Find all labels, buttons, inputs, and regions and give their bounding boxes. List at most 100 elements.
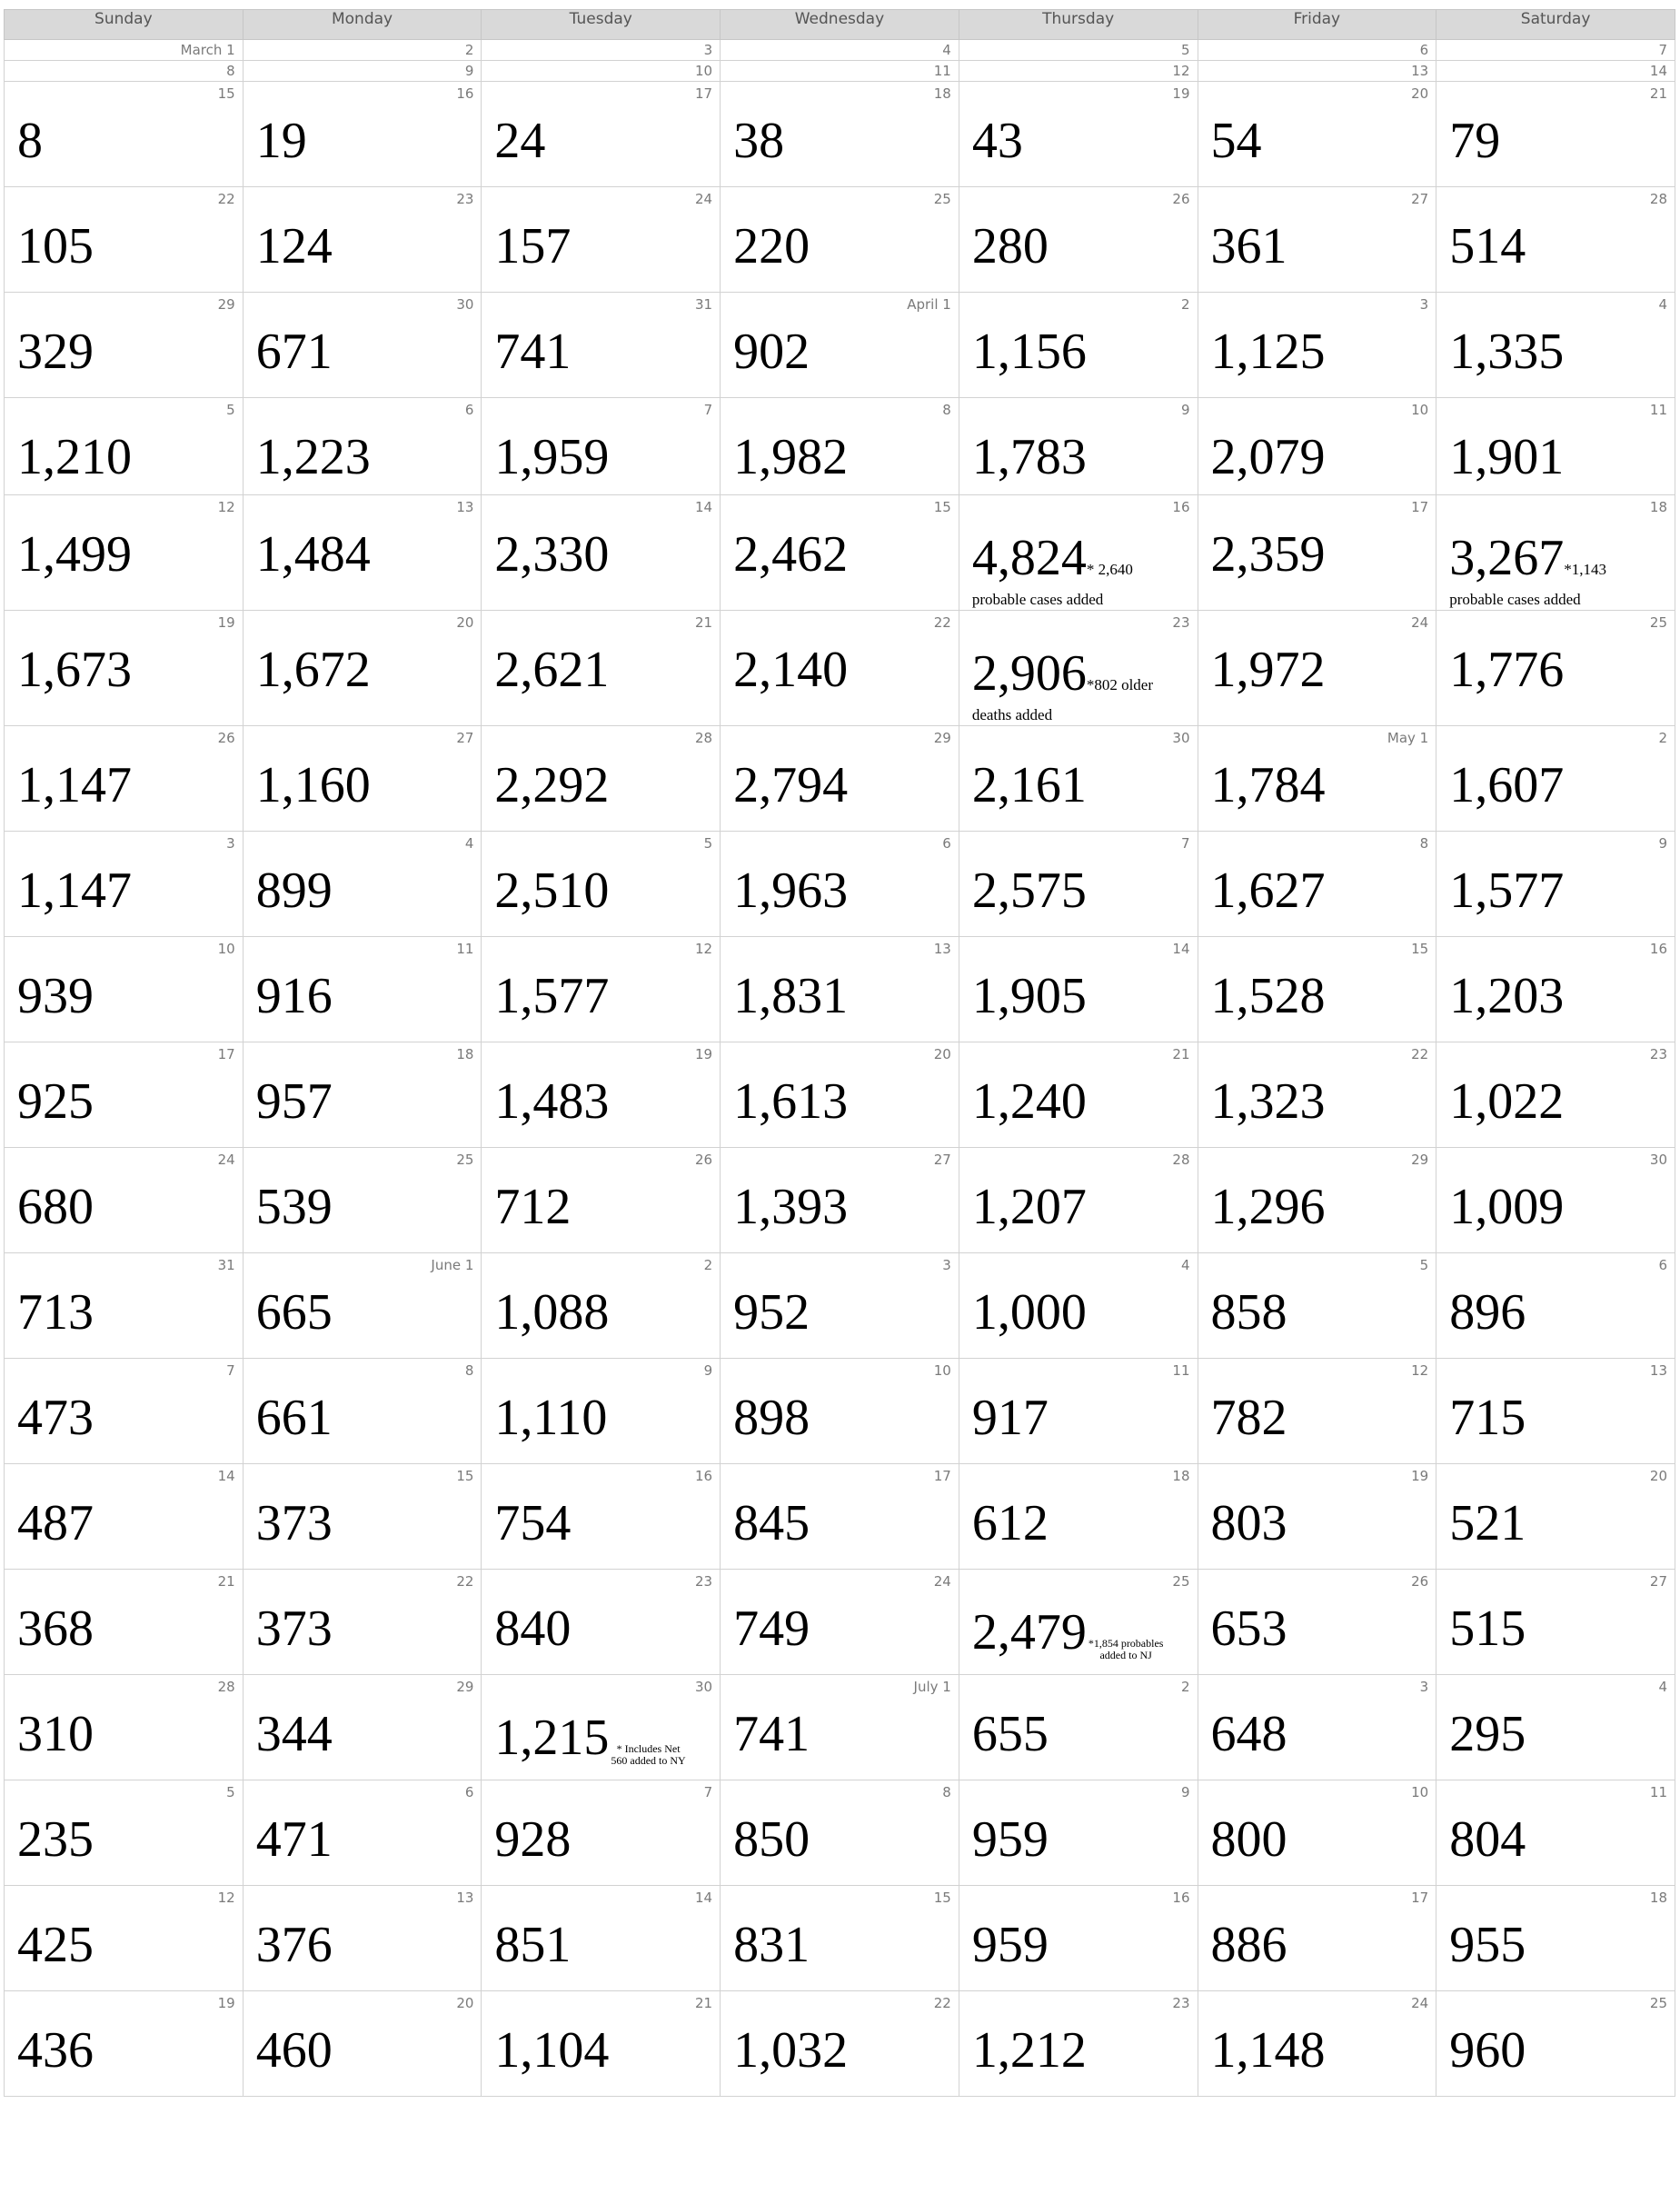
day-cell: May 1 1,784 — [1197, 725, 1437, 832]
daily-count: 831 — [733, 1917, 810, 1973]
daily-count: 124 — [255, 218, 333, 274]
day-number: 6 — [464, 402, 474, 418]
week-row: 29 329 30 671 31 741 April 1 902 2 1,156 3 1,125 4 1,… — [4, 292, 1675, 398]
count-note: probable cases added — [1449, 591, 1581, 608]
day-cell: 25 539 — [242, 1147, 482, 1253]
weekday-header: Tuesday — [481, 9, 721, 40]
weekday-header: Thursday — [958, 9, 1198, 40]
week-row: 7 473 8 661 9 1,110 10 898 11 917 12 782 13 715 — [4, 1358, 1675, 1464]
day-number: 22 — [1411, 1046, 1429, 1062]
daily-count: 840 — [494, 1601, 572, 1657]
day-cell: 10 898 — [720, 1358, 959, 1464]
day-number: 18 — [456, 1046, 474, 1062]
day-cell: 23 124 — [242, 186, 482, 293]
day-cell: April 1 902 — [720, 292, 959, 398]
weekday-header-row: Sunday Monday Tuesday Wednesday Thursday… — [4, 9, 1675, 40]
day-number: 31 — [217, 1257, 235, 1273]
day-number: 2 — [703, 1257, 713, 1273]
day-number: 16 — [695, 1468, 713, 1484]
day-cell: 30 2,161 — [958, 725, 1198, 832]
daily-count: 436 — [17, 2022, 94, 2079]
day-number: 7 — [226, 1362, 235, 1379]
day-number: 12 — [695, 941, 713, 957]
day-number: 30 — [1172, 730, 1190, 746]
week-row: 12 1,499 13 1,484 14 2,330 15 2,462 16 4,824* 2,6… — [4, 494, 1675, 611]
day-number: 27 — [1411, 191, 1429, 207]
day-cell: 22 373 — [242, 1569, 482, 1675]
day-cell: 21 1,104 — [481, 1990, 721, 2097]
day-cell: 31 713 — [4, 1252, 244, 1359]
week-row: 19 1,673 20 1,672 21 2,621 22 2,140 23 2,906*802 … — [4, 610, 1675, 726]
daily-count: 2,359 — [1210, 526, 1326, 583]
day-cell: 17 886 — [1197, 1885, 1437, 1991]
day-cell: 3 952 — [720, 1252, 959, 1359]
day-cell: 29 1,296 — [1197, 1147, 1437, 1253]
daily-count: 1,905 — [971, 968, 1087, 1024]
daily-count: 1,484 — [255, 526, 371, 583]
daily-count: 2,462 — [733, 526, 849, 583]
day-cell: 30 671 — [242, 292, 482, 398]
daily-count: 24 — [494, 113, 546, 169]
day-number: 29 — [933, 730, 951, 746]
day-number: 23 — [695, 1573, 713, 1590]
day-number: 5 — [226, 1784, 235, 1800]
daily-count: 1,483 — [494, 1073, 610, 1130]
day-number: 4 — [1658, 296, 1667, 313]
daily-count: 1,499 — [17, 526, 132, 583]
day-cell: 22 1,032 — [720, 1990, 959, 2097]
day-cell: 25 220 — [720, 186, 959, 293]
day-cell: 13 1,484 — [242, 494, 482, 611]
daily-count: 800 — [1210, 1811, 1287, 1868]
day-cell: 11 804 — [1436, 1780, 1675, 1886]
day-number: 27 — [1649, 1573, 1667, 1590]
day-number: 20 — [456, 614, 474, 631]
day-cell: 7 473 — [4, 1358, 244, 1464]
daily-count: 665 — [255, 1284, 333, 1341]
day-cell: 22 2,140 — [720, 610, 959, 726]
week-row: 22 105 23 124 24 157 25 220 26 280 27 361 28 514 — [4, 186, 1675, 293]
daily-count: 373 — [255, 1601, 333, 1657]
day-number: 8 — [942, 402, 951, 418]
day-number: 8 — [1419, 835, 1429, 852]
day-number: 21 — [1172, 1046, 1190, 1062]
day-cell: 17 925 — [4, 1042, 244, 1148]
day-cell: 24 680 — [4, 1147, 244, 1253]
daily-count: 220 — [733, 218, 810, 274]
daily-count: 3,267 — [1449, 530, 1565, 586]
daily-count: 2,292 — [494, 757, 610, 813]
day-number: 29 — [1411, 1152, 1429, 1168]
count-note-line: * Includes Net — [616, 1742, 681, 1755]
day-cell: 10 2,079 — [1197, 397, 1437, 495]
day-number: 28 — [695, 730, 713, 746]
daily-count: 899 — [255, 863, 333, 919]
daily-count: 425 — [17, 1917, 94, 1973]
day-number: 22 — [456, 1573, 474, 1590]
day-number: 7 — [1658, 42, 1667, 58]
day-cell: 29 344 — [242, 1674, 482, 1780]
daily-count: 521 — [1449, 1495, 1526, 1551]
count-note: * 2,640 — [1086, 561, 1133, 578]
daily-count: 612 — [971, 1495, 1049, 1551]
day-cell: 26 280 — [958, 186, 1198, 293]
day-number: 31 — [695, 296, 713, 313]
day-cell: 27 1,160 — [242, 725, 482, 832]
day-number: 2 — [464, 42, 474, 58]
day-cell: 21 368 — [4, 1569, 244, 1675]
day-cell: 16 19 — [242, 81, 482, 187]
daily-count: 4,824 — [971, 530, 1087, 586]
daily-count: 373 — [255, 1495, 333, 1551]
day-number: 13 — [1411, 63, 1429, 79]
daily-count: 955 — [1449, 1917, 1526, 1973]
day-cell: 9 959 — [958, 1780, 1198, 1886]
daily-count: 361 — [1210, 218, 1287, 274]
day-cell: 21 1,240 — [958, 1042, 1198, 1148]
day-number: 4 — [1658, 1679, 1667, 1695]
daily-count: 782 — [1210, 1390, 1287, 1446]
day-number: 4 — [464, 835, 474, 852]
daily-count: 1,147 — [17, 863, 132, 919]
daily-count: 2,794 — [733, 757, 849, 813]
day-number: 19 — [217, 1995, 235, 2011]
day-cell: 31 741 — [481, 292, 721, 398]
daily-count: 310 — [17, 1706, 94, 1762]
daily-count: 1,577 — [494, 968, 610, 1024]
